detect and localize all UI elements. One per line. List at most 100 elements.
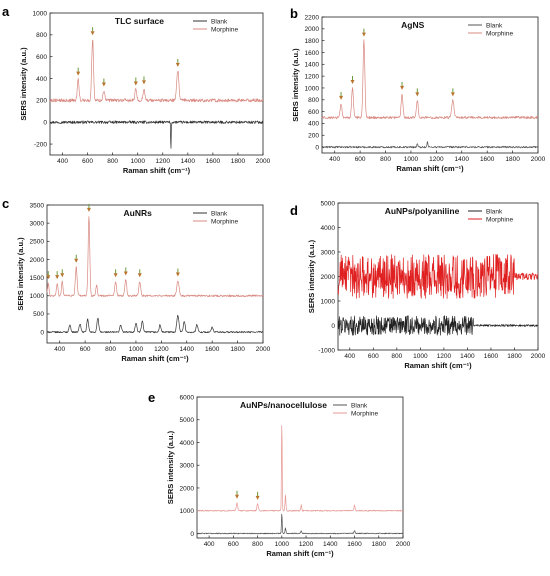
- x-tick-label: 1800: [372, 541, 387, 548]
- y-tick-label: 200: [36, 98, 47, 105]
- x-tick-label: 600: [228, 541, 239, 548]
- series-line-blank: [196, 513, 404, 535]
- panel-e: e AuNPs/nanocellulose 400 600 800 1000 1200 140…: [148, 390, 411, 558]
- y-axis-label: SERS intensity (a.u.): [19, 47, 28, 121]
- x-tick-label: 1200: [429, 156, 444, 163]
- series-line-blank: [46, 314, 264, 334]
- peak-marker: [175, 272, 180, 277]
- x-tick-label: 1400: [181, 158, 196, 165]
- chart-title: TLC surface: [115, 16, 164, 26]
- y-tick-label: 2000: [305, 26, 320, 33]
- x-tick-label: 600: [80, 346, 91, 353]
- y-tick-label: 2000: [180, 485, 195, 492]
- legend-label: Morphine: [486, 30, 513, 37]
- y-axis-label: SERS intensity (a.u.): [166, 430, 175, 504]
- peak-marker: [350, 79, 355, 84]
- y-axis-label: SERS intensity (a.u.): [16, 237, 25, 311]
- y-tick-label: 1500: [30, 275, 45, 282]
- legend-label: Morphine: [486, 216, 513, 223]
- peak-marker: [123, 271, 128, 276]
- x-tick-label: 1000: [130, 158, 145, 165]
- peak-marker: [234, 494, 239, 499]
- y-tick-label: 200: [308, 133, 319, 140]
- y-tick-label: 3000: [30, 220, 45, 227]
- x-tick-label: 1000: [275, 541, 290, 548]
- x-tick-label: 400: [329, 156, 340, 163]
- y-tick-label: 800: [36, 32, 47, 39]
- chart-title: AuNRs: [124, 208, 153, 218]
- x-axis-label: Raman shift (cm⁻¹): [123, 166, 191, 175]
- series-line-blank: [337, 315, 539, 336]
- y-tick-label: 600: [36, 54, 47, 61]
- legend-label: Morphine: [211, 26, 238, 33]
- plot-frame: [196, 396, 404, 539]
- peak-marker: [74, 258, 79, 263]
- x-tick-label: 2000: [256, 346, 271, 353]
- x-tick-label: 1200: [437, 353, 452, 360]
- panel-letter: b: [290, 6, 298, 21]
- series-line-morphine: [197, 425, 404, 512]
- chart-title: AuNPs/polyaniline: [385, 206, 460, 216]
- y-tick-label: 1000: [30, 293, 45, 300]
- y-tick-label: 1000: [180, 508, 195, 515]
- panel-b: b AgNS 400 600 800 1000 1200 1400 1600 1800 2000 0 2…: [290, 6, 546, 173]
- plot-frame: [49, 12, 264, 156]
- panel-letter: d: [290, 203, 298, 218]
- y-tick-label: 400: [308, 121, 319, 128]
- x-tick-label: 1800: [505, 156, 520, 163]
- y-tick-label: 3500: [30, 202, 45, 209]
- peak-marker: [55, 275, 60, 280]
- y-tick-label: 2000: [30, 257, 45, 264]
- y-tick-label: 0: [40, 329, 44, 336]
- x-tick-label: 1600: [205, 346, 220, 353]
- x-tick-label: 800: [107, 158, 118, 165]
- y-tick-label: 3000: [180, 463, 195, 470]
- y-tick-label: 3000: [321, 249, 336, 256]
- series-line-morphine: [46, 216, 264, 298]
- y-tick-label: 0: [331, 323, 335, 330]
- x-tick-label: 1000: [129, 346, 144, 353]
- panel-c: c AuNRs 400 600 800 1000 1200 1400 1600 1800 2000 0…: [2, 196, 271, 363]
- peak-marker: [86, 207, 91, 212]
- x-tick-label: 1400: [455, 156, 470, 163]
- y-tick-label: -1000: [318, 347, 335, 354]
- y-tick-label: 0: [190, 531, 194, 538]
- x-tick-label: 800: [105, 346, 116, 353]
- x-tick-label: 800: [252, 541, 263, 548]
- peak-marker: [133, 81, 138, 86]
- x-tick-label: 1600: [347, 541, 362, 548]
- y-tick-label: 1000: [33, 10, 48, 17]
- y-tick-label: -200: [34, 141, 47, 148]
- legend-label: Blank: [211, 210, 228, 217]
- y-tick-label: 1800: [305, 38, 320, 45]
- x-tick-label: 600: [82, 158, 93, 165]
- x-tick-label: 1800: [231, 158, 246, 165]
- y-tick-label: 0: [43, 120, 47, 127]
- y-tick-label: 5000: [180, 417, 195, 424]
- y-tick-label: 5000: [321, 200, 336, 207]
- peak-marker: [76, 71, 81, 76]
- y-tick-label: 2000: [321, 274, 336, 281]
- peak-marker: [101, 82, 106, 87]
- x-tick-label: 1600: [480, 156, 495, 163]
- x-tick-label: 1600: [484, 353, 499, 360]
- y-tick-label: 2500: [30, 239, 45, 246]
- x-tick-label: 400: [54, 346, 65, 353]
- peak-marker: [415, 92, 420, 97]
- x-tick-label: 2000: [256, 158, 271, 165]
- peak-marker: [46, 275, 51, 280]
- y-tick-label: 0: [315, 144, 319, 151]
- x-tick-label: 400: [57, 158, 68, 165]
- y-tick-label: 4000: [321, 225, 336, 232]
- series-line-morphine: [321, 39, 539, 120]
- peak-marker: [60, 273, 65, 278]
- y-tick-label: 500: [33, 311, 44, 318]
- x-tick-label: 400: [204, 541, 215, 548]
- x-tick-label: 2000: [531, 353, 546, 360]
- peak-marker: [400, 85, 405, 90]
- y-tick-label: 4000: [180, 440, 195, 447]
- x-axis-label: Raman shift (cm⁻¹): [121, 354, 189, 363]
- y-tick-label: 1600: [305, 50, 320, 57]
- x-tick-label: 1200: [156, 158, 171, 165]
